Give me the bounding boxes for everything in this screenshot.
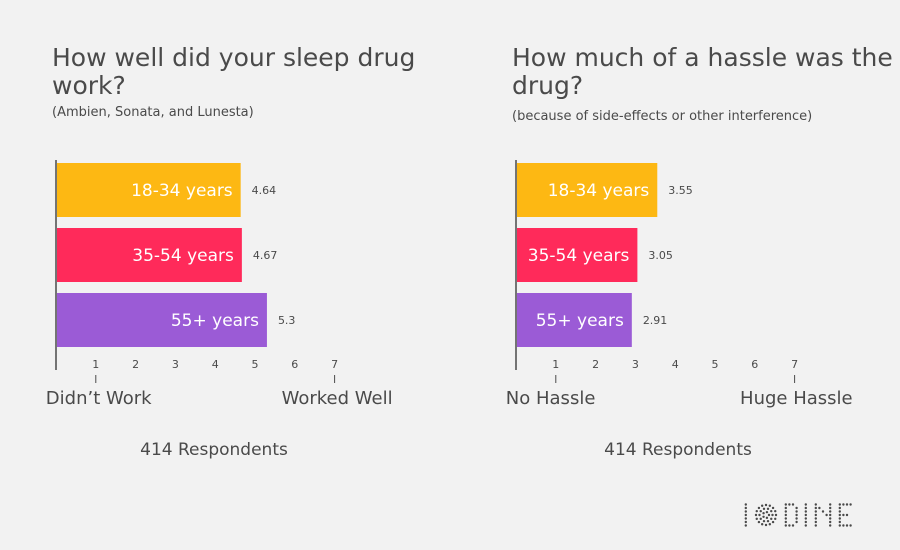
- x-tick-label: 4: [212, 358, 219, 371]
- bar-category-label: 55+ years: [536, 311, 624, 331]
- bar-55-years: [517, 293, 632, 347]
- bar-18-34-years: [57, 163, 241, 217]
- logo-letter-icon: [838, 503, 852, 527]
- x-tick-label: 1: [552, 358, 559, 371]
- bar-value-label: 2.91: [643, 314, 668, 327]
- chart-subtitle: (Ambien, Sonata, and Lunesta): [52, 105, 254, 120]
- bar-category-label: 18-34 years: [131, 181, 233, 201]
- bar-category-label: 35-54 years: [132, 246, 234, 266]
- bar-55-years: [57, 293, 267, 347]
- bar-category-label: 55+ years: [171, 311, 259, 331]
- bar-35-54-years: [517, 228, 638, 282]
- x-tick-label: 7: [331, 358, 338, 371]
- bar-chart-hassle: 18-34 years 3.55 35-54 years 3.05 55+ years 2…: [506, 160, 853, 409]
- x-tick-label: 5: [252, 358, 259, 371]
- chart-title: How much of a hassle was the drug?: [512, 43, 893, 100]
- x-tick-label: 2: [592, 358, 599, 371]
- bar-category-label: 35-54 years: [528, 246, 630, 266]
- logo-sun-icon: [754, 503, 777, 527]
- x-tick-label: 3: [632, 358, 639, 371]
- iodine-logo: [744, 503, 852, 527]
- scale-low-label: No Hassle: [506, 388, 596, 409]
- bar-35-54-years: [57, 228, 242, 282]
- scale-high-label: Worked Well: [282, 388, 393, 409]
- x-tick-label: 1: [92, 358, 99, 371]
- logo-letter-icon: [804, 503, 808, 527]
- bar-18-34-years: [517, 163, 658, 217]
- chart-title: How well did your sleep drug work?: [52, 43, 416, 100]
- bar-category-label: 18-34 years: [548, 181, 650, 201]
- x-tick-label: 6: [291, 358, 298, 371]
- x-tick-label: 6: [751, 358, 758, 371]
- x-tick-label: 4: [672, 358, 679, 371]
- logo-letter-icon: [784, 503, 798, 527]
- chart-panel-efficacy: How well did your sleep drug work? (Ambi…: [0, 0, 440, 480]
- bar-value-label: 3.55: [668, 184, 693, 197]
- scale-high-label: Huge Hassle: [740, 388, 853, 409]
- x-tick-label: 7: [791, 358, 798, 371]
- x-tick-label: 2: [132, 358, 139, 371]
- logo-letter-icon: [744, 503, 748, 527]
- bar-value-label: 4.67: [253, 249, 278, 262]
- chart-subtitle: (because of side-effects or other interf…: [512, 109, 813, 124]
- bar-value-label: 4.64: [252, 184, 277, 197]
- respondents-count: 414 Respondents: [604, 440, 752, 460]
- bar-value-label: 5.3: [278, 314, 296, 327]
- x-tick-label: 3: [172, 358, 179, 371]
- scale-low-label: Didn’t Work: [46, 388, 152, 409]
- logo-letter-icon: [814, 503, 832, 527]
- bar-value-label: 3.05: [648, 249, 673, 262]
- chart-panel-hassle: How much of a hassle was the drug? (beca…: [460, 0, 900, 480]
- x-tick-label: 5: [712, 358, 719, 371]
- respondents-count: 414 Respondents: [140, 440, 288, 460]
- bar-chart-efficacy: 18-34 years 4.64 35-54 years 4.67 55+ years 5…: [46, 160, 393, 409]
